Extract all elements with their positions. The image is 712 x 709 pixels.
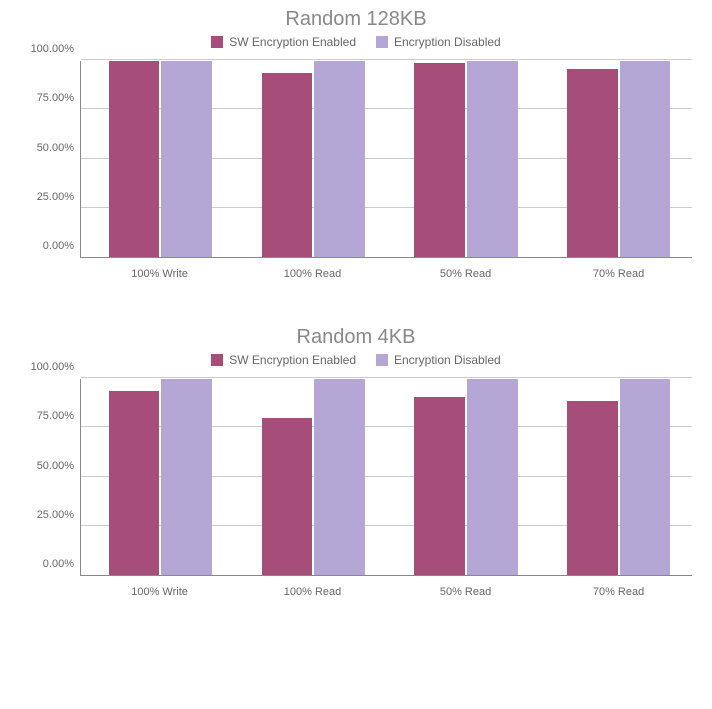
- plot-area: 0.00%25.00%50.00%75.00%100.00%100% Write…: [10, 61, 702, 286]
- bar-group: [105, 379, 215, 575]
- legend-label: SW Encryption Enabled: [229, 35, 356, 49]
- bar-group: [411, 61, 521, 257]
- x-tick-label: 70% Read: [593, 268, 644, 280]
- bar: [262, 73, 313, 257]
- plot-inner: [80, 61, 692, 258]
- y-tick-label: 25.00%: [10, 191, 74, 203]
- x-tick-label: 50% Read: [440, 586, 491, 598]
- bar: [567, 69, 618, 257]
- legend-item: SW Encryption Enabled: [211, 35, 356, 49]
- gridline: [81, 59, 692, 60]
- legend-item: Encryption Disabled: [376, 35, 501, 49]
- legend-label: Encryption Disabled: [394, 35, 501, 49]
- legend-label: Encryption Disabled: [394, 353, 501, 367]
- plot-area: 0.00%25.00%50.00%75.00%100.00%100% Write…: [10, 379, 702, 604]
- chart-title: Random 4KB: [10, 326, 702, 349]
- y-tick-label: 25.00%: [10, 509, 74, 521]
- legend-item: Encryption Disabled: [376, 353, 501, 367]
- bar: [314, 61, 365, 257]
- legend-swatch: [376, 36, 388, 48]
- legend-swatch: [211, 36, 223, 48]
- bar: [567, 401, 618, 575]
- bar: [161, 379, 212, 575]
- gridline: [81, 377, 692, 378]
- legend: SW Encryption Enabled Encryption Disabled: [10, 353, 702, 371]
- y-tick-label: 0.00%: [10, 558, 74, 570]
- y-tick-label: 100.00%: [10, 43, 74, 55]
- bar: [109, 61, 160, 257]
- bar: [414, 397, 465, 575]
- bar-group: [564, 379, 674, 575]
- x-tick-label: 100% Read: [284, 586, 342, 598]
- legend-swatch: [376, 354, 388, 366]
- bar: [467, 379, 518, 575]
- bar: [161, 61, 212, 257]
- chart-title: Random 128KB: [10, 8, 702, 31]
- y-tick-label: 0.00%: [10, 240, 74, 252]
- bar-group: [105, 61, 215, 257]
- bar-group: [411, 379, 521, 575]
- x-tick-label: 70% Read: [593, 586, 644, 598]
- bar-group: [258, 379, 368, 575]
- bar: [109, 391, 160, 575]
- legend-item: SW Encryption Enabled: [211, 353, 356, 367]
- bar: [620, 61, 671, 257]
- x-tick-label: 100% Read: [284, 268, 342, 280]
- y-tick-label: 50.00%: [10, 460, 74, 472]
- y-tick-label: 100.00%: [10, 361, 74, 373]
- plot-inner: [80, 379, 692, 576]
- bar: [467, 61, 518, 257]
- chart-spacer: [10, 286, 702, 326]
- bar: [414, 63, 465, 257]
- y-tick-label: 50.00%: [10, 142, 74, 154]
- legend-swatch: [211, 354, 223, 366]
- y-tick-label: 75.00%: [10, 92, 74, 104]
- bar-group: [258, 61, 368, 257]
- bar: [314, 379, 365, 575]
- y-tick-label: 75.00%: [10, 410, 74, 422]
- chart-random-4kb: Random 4KB SW Encryption Enabled Encryptio…: [10, 326, 702, 604]
- x-tick-label: 100% Write: [131, 586, 188, 598]
- bar-group: [564, 61, 674, 257]
- bar: [262, 418, 313, 575]
- bar: [620, 379, 671, 575]
- x-tick-label: 100% Write: [131, 268, 188, 280]
- legend: SW Encryption Enabled Encryption Disabled: [10, 35, 702, 53]
- legend-label: SW Encryption Enabled: [229, 353, 356, 367]
- chart-random-128kb: Random 128KB SW Encryption Enabled Encrypt…: [10, 8, 702, 286]
- x-tick-label: 50% Read: [440, 268, 491, 280]
